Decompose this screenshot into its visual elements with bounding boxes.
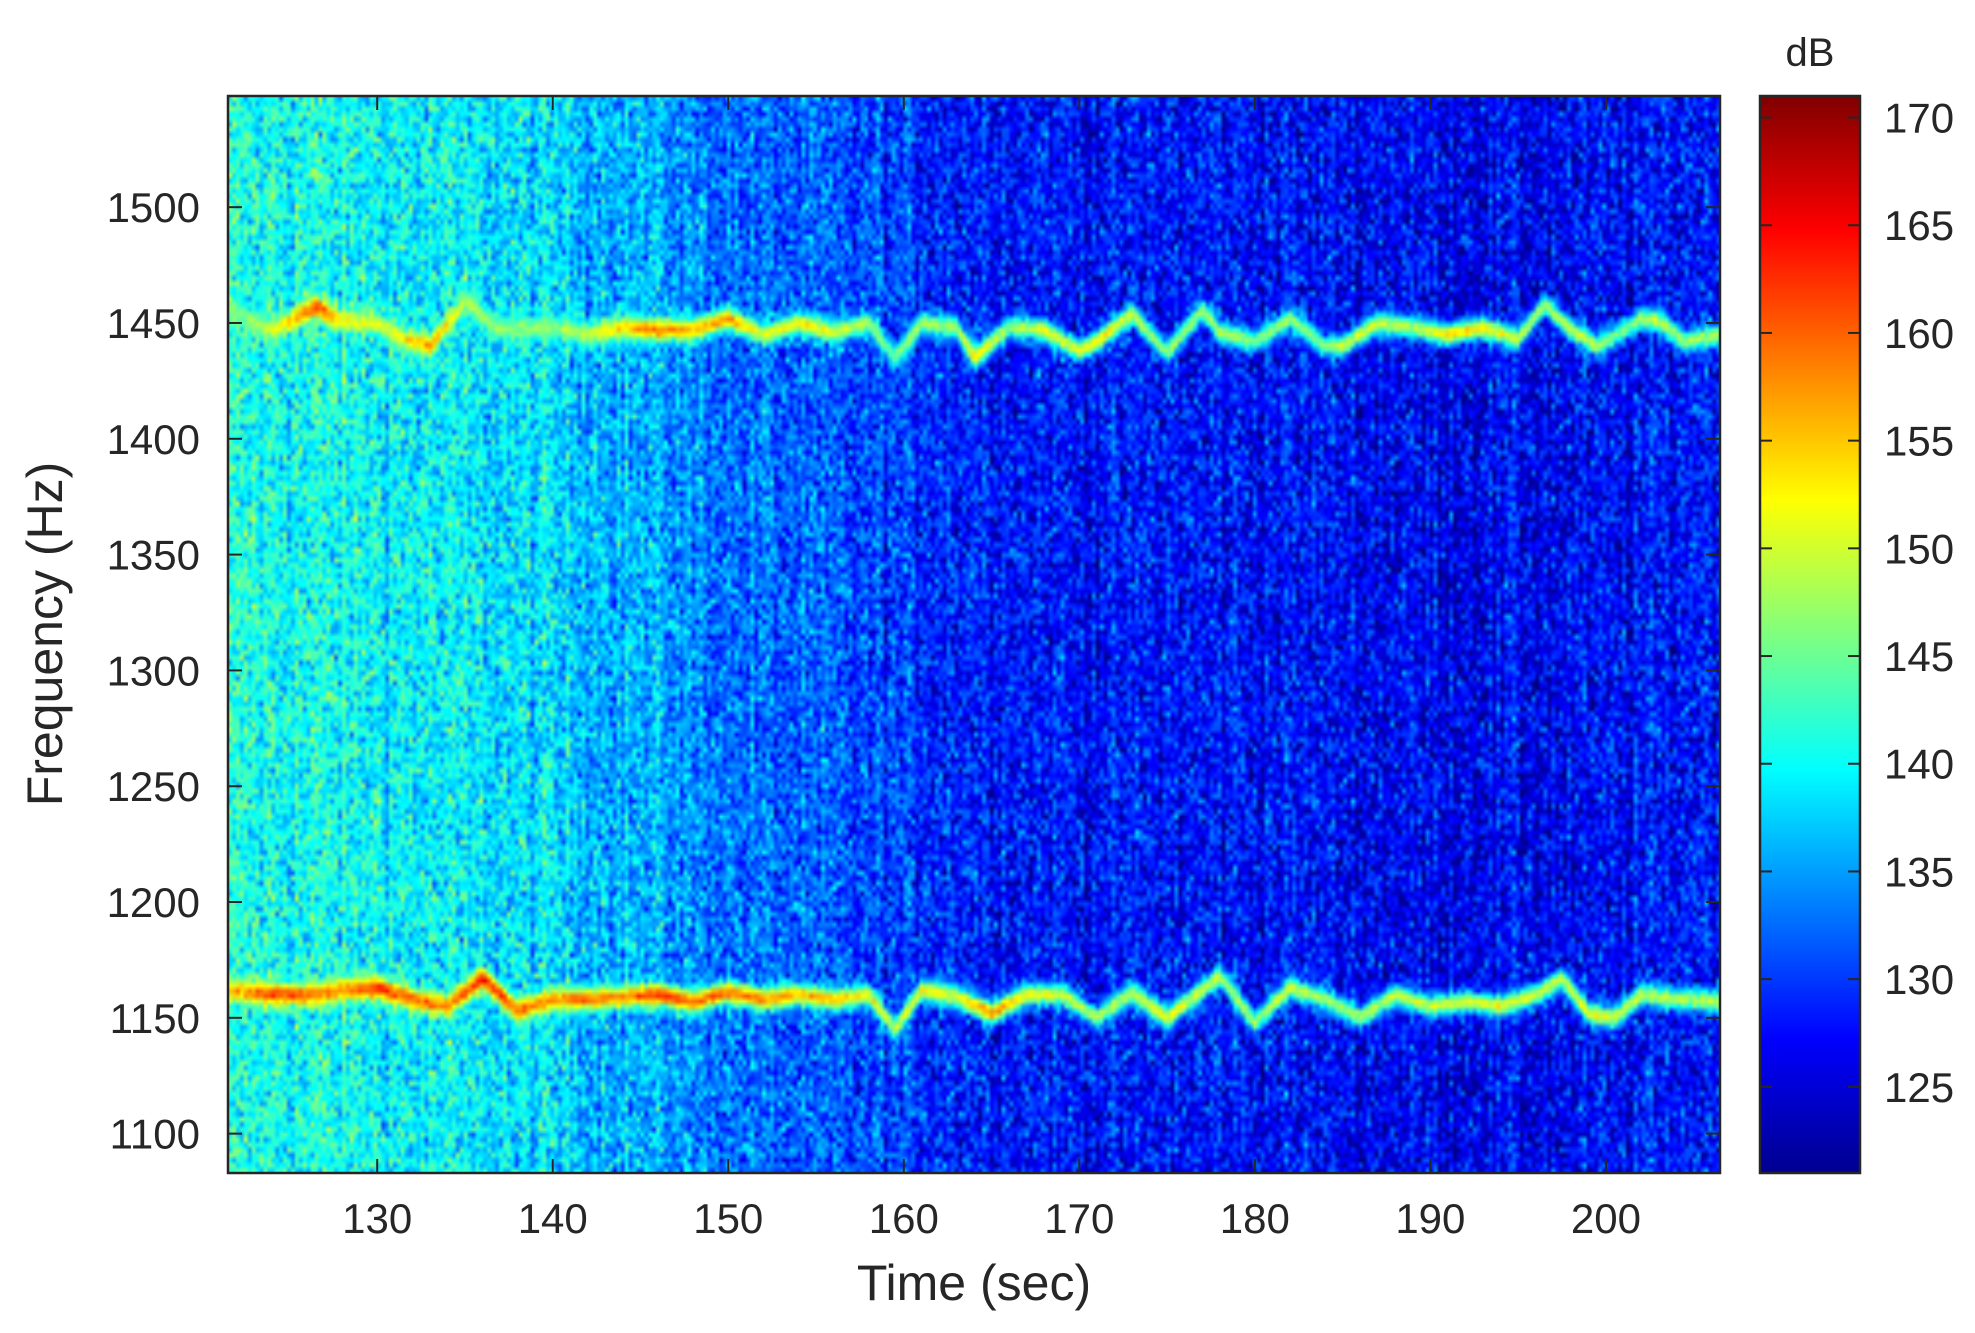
colorbar-tick-label: 145 xyxy=(1884,633,1954,680)
heatmap-area xyxy=(226,94,1722,1175)
x-tick-label: 130 xyxy=(342,1195,412,1242)
x-tick-label: 180 xyxy=(1220,1195,1290,1242)
colorbar-tick-label: 130 xyxy=(1884,956,1954,1003)
x-axis-ticks: 130 140 150 160 170 180 190 200 xyxy=(342,96,1641,1242)
y-tick-label: 1350 xyxy=(107,532,200,579)
colorbar-ticks: 125 130 135 140 145 150 155 160 165 170 xyxy=(1760,95,1954,1111)
x-tick-label: 150 xyxy=(693,1195,763,1242)
colorbar-tick-label: 125 xyxy=(1884,1064,1954,1111)
colorbar-tick-label: 165 xyxy=(1884,202,1954,249)
colorbar-tick-label: 135 xyxy=(1884,848,1954,895)
colorbar-tick-label: 150 xyxy=(1884,525,1954,572)
y-tick-label: 1500 xyxy=(107,184,200,231)
x-tick-label: 160 xyxy=(869,1195,939,1242)
colorbar: 125 130 135 140 145 150 155 160 165 170 dB xyxy=(1758,31,1954,1175)
colorbar-gradient xyxy=(1758,94,1862,1175)
y-axis-label: Frequency (Hz) xyxy=(17,462,73,807)
colorbar-tick-label: 160 xyxy=(1884,310,1954,357)
y-axis-ticks: 1100 1150 1200 1250 1300 1350 1400 1450 1500 xyxy=(107,184,1720,1158)
x-tick-label: 190 xyxy=(1395,1195,1465,1242)
x-axis-label: Time (sec) xyxy=(857,1255,1091,1311)
y-tick-label: 1450 xyxy=(107,300,200,347)
y-tick-label: 1100 xyxy=(110,1111,200,1158)
y-tick-label: 1150 xyxy=(110,995,200,1042)
colorbar-tick-label: 140 xyxy=(1884,741,1954,788)
colorbar-tick-label: 170 xyxy=(1884,95,1954,142)
y-tick-label: 1250 xyxy=(107,763,200,810)
y-tick-label: 1300 xyxy=(107,647,200,694)
x-tick-label: 200 xyxy=(1571,1195,1641,1242)
colorbar-title: dB xyxy=(1786,31,1835,75)
x-tick-label: 140 xyxy=(518,1195,588,1242)
colorbar-tick-label: 155 xyxy=(1884,418,1954,465)
y-tick-label: 1200 xyxy=(107,879,200,926)
x-tick-label: 170 xyxy=(1044,1195,1114,1242)
y-tick-label: 1400 xyxy=(107,416,200,463)
spectrogram-heatmap xyxy=(228,96,1720,1173)
plot-frame xyxy=(226,94,1722,1175)
